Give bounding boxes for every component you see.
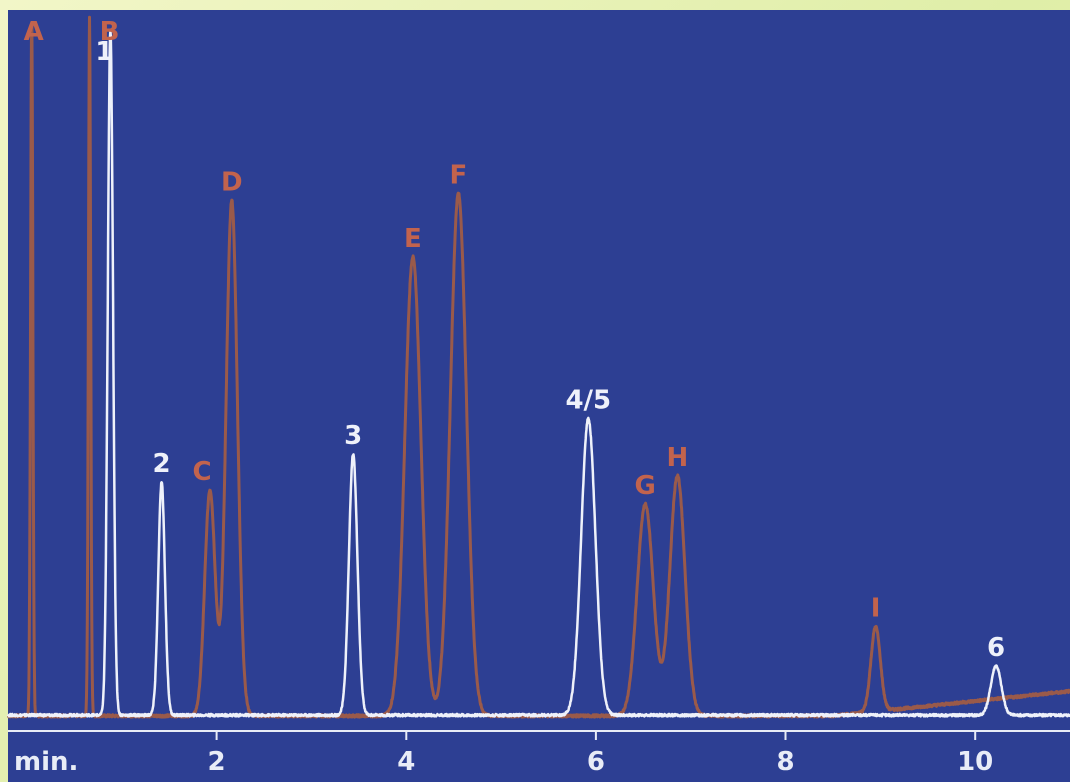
peak-label-H: H xyxy=(667,443,689,473)
x-tick-label: 4 xyxy=(397,747,415,777)
peak-label-F: F xyxy=(450,160,468,190)
peak-label-3: 3 xyxy=(344,421,362,451)
x-axis-ticks: 2 4 6 8 10 xyxy=(208,731,993,777)
x-tick-label: 6 xyxy=(587,747,605,777)
peak-label-E: E xyxy=(404,224,422,254)
series-2-trace xyxy=(6,29,1070,718)
peak-label-4-5: 4/5 xyxy=(565,386,611,416)
x-tick-label: 2 xyxy=(208,747,226,777)
x-tick-label: 10 xyxy=(957,747,993,777)
plot-background xyxy=(8,10,1070,782)
peak-label-6: 6 xyxy=(987,633,1005,663)
peak-label-2: 2 xyxy=(153,449,171,479)
peak-labels: A B C D E F GH I 1 2 3 4/5 6 xyxy=(24,17,1005,663)
peak-label-D: D xyxy=(221,168,243,198)
x-axis-label: min. xyxy=(14,747,78,777)
chromatogram-traces xyxy=(6,15,1070,719)
x-tick-label: 8 xyxy=(776,747,794,777)
peak-label-A: A xyxy=(24,17,44,47)
peak-label-G: G xyxy=(635,471,656,501)
peak-label-I: I xyxy=(871,594,881,624)
peak-label-B: B xyxy=(100,17,120,47)
peak-label-1: 1 xyxy=(95,37,113,67)
peak-label-C: C xyxy=(192,457,211,487)
